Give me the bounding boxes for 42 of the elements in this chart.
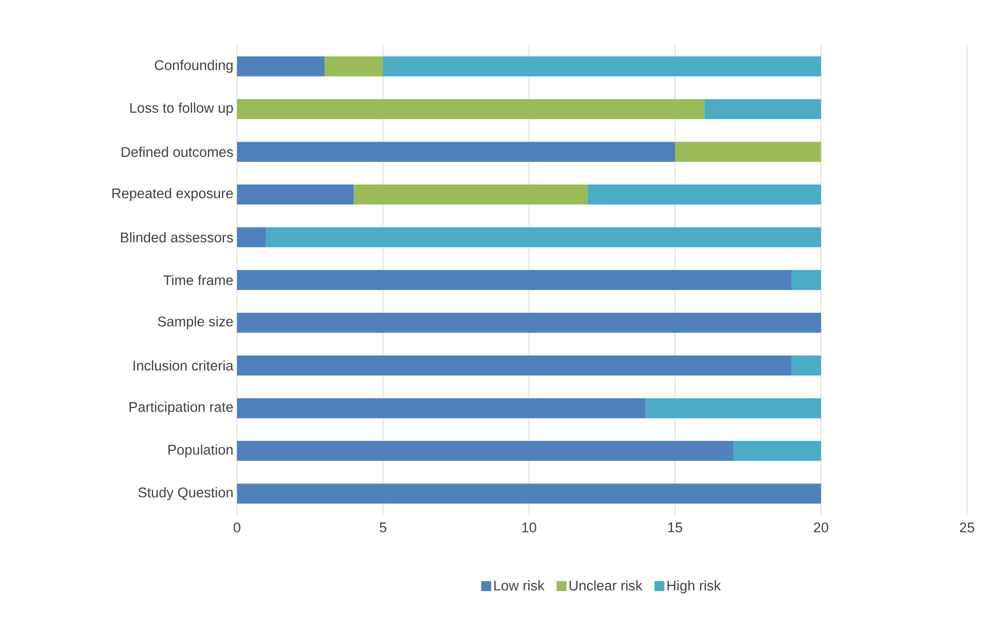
bar	[237, 355, 792, 376]
x-tick-label: 15	[668, 522, 682, 532]
legend-label: Unclear risk	[570, 580, 642, 591]
bar	[792, 355, 822, 376]
y-tick-label: Time frame	[164, 274, 233, 286]
y-tick-label: Blinded assessors	[121, 232, 233, 242]
bar	[792, 270, 822, 290]
legend-label: Low risk	[494, 580, 545, 591]
bar	[266, 227, 822, 248]
bar	[733, 440, 822, 461]
y-tick-label: Repeated exposure	[112, 188, 233, 202]
bar	[237, 56, 325, 76]
bar	[237, 484, 822, 504]
bar	[237, 440, 734, 461]
bar	[237, 312, 822, 333]
x-tick-label: 5	[380, 522, 386, 532]
bar	[675, 142, 822, 162]
y-tick-label: Confounding	[154, 60, 233, 73]
y-tick-label: Population	[168, 444, 233, 458]
y-tick-label: Inclusion criteria	[134, 360, 234, 371]
bar	[587, 184, 822, 205]
y-tick-label: Study Question	[138, 487, 233, 500]
x-tick-label: 10	[522, 522, 536, 532]
y-tick-label: Participation rate	[130, 402, 233, 415]
y-tick-label: Defined outcomes	[122, 146, 233, 157]
bar	[324, 56, 384, 76]
bar	[704, 99, 822, 120]
bar	[237, 142, 676, 162]
bar	[237, 184, 354, 205]
y-tick-label: Sample size	[158, 316, 233, 330]
bar	[237, 398, 646, 418]
bar	[354, 184, 588, 205]
bar	[237, 99, 704, 120]
x-tick-label: 0	[234, 522, 240, 532]
bar	[237, 227, 266, 248]
x-tick-label: 25	[960, 522, 974, 532]
bar	[646, 398, 822, 418]
legend-label: High risk	[668, 580, 721, 594]
x-tick-label: 20	[814, 522, 828, 532]
bar	[383, 56, 822, 76]
y-tick-label: Loss to follow up	[130, 102, 233, 116]
bar	[237, 270, 792, 290]
